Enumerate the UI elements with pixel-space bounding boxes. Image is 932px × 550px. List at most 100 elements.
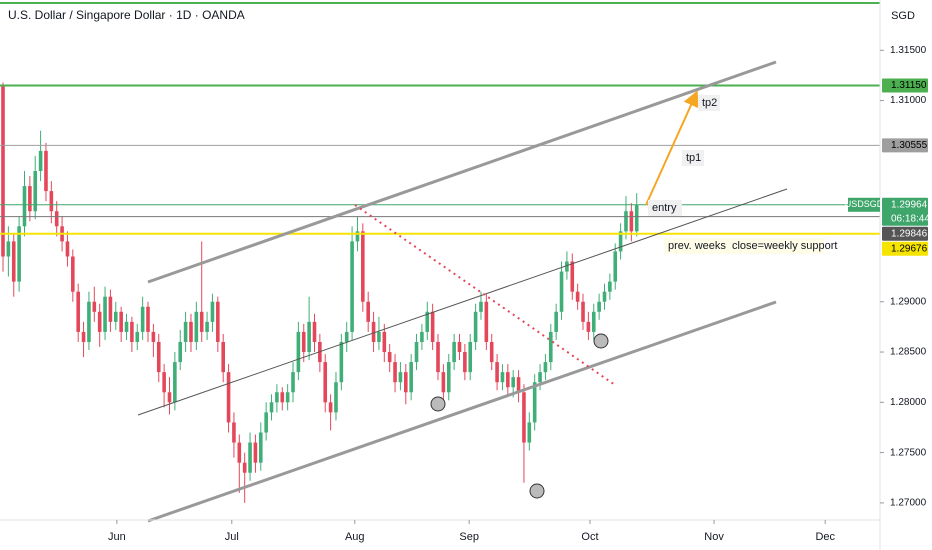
price-badge bbox=[882, 241, 928, 256]
plot-area bbox=[0, 82, 880, 503]
x-tick-label: Sep bbox=[459, 531, 479, 543]
candle-body bbox=[361, 231, 365, 302]
candle-body bbox=[178, 341, 183, 363]
annotation: tp1 bbox=[686, 152, 701, 164]
chart-title: U.S. Dollar / Singapore Dollar · 1D · OA… bbox=[8, 8, 245, 22]
x-tick-label: Oct bbox=[581, 531, 598, 543]
price-badges: 1.31150 1.30555 USDSGD 1.29964 06:18:44 1.298… bbox=[845, 78, 930, 256]
candle-body bbox=[307, 321, 311, 353]
candle-body bbox=[253, 442, 258, 463]
candle-body bbox=[489, 341, 494, 363]
price-badge bbox=[882, 226, 928, 241]
candle-body bbox=[403, 372, 408, 393]
candle-body bbox=[167, 392, 172, 403]
candle-body bbox=[87, 301, 91, 342]
y-tick-label: 1.27500 bbox=[890, 447, 927, 458]
candle-body bbox=[543, 362, 548, 373]
candle-body bbox=[522, 392, 526, 443]
drawings bbox=[0, 2, 880, 523]
candle-body bbox=[275, 392, 279, 403]
target-arrow bbox=[645, 90, 699, 206]
candle-body bbox=[210, 301, 215, 322]
candle-body bbox=[54, 211, 59, 227]
candle-body bbox=[97, 311, 102, 332]
candle-body bbox=[430, 311, 435, 342]
candle-body bbox=[608, 281, 612, 292]
candle-body bbox=[151, 331, 156, 342]
candle-body bbox=[1, 85, 5, 257]
candle-body bbox=[264, 412, 268, 433]
candle-body bbox=[65, 241, 70, 257]
annotation-bg bbox=[698, 95, 720, 111]
candle-body bbox=[226, 372, 231, 423]
candle-body bbox=[500, 372, 505, 383]
candle-body bbox=[17, 226, 21, 282]
candle-body bbox=[103, 296, 107, 332]
x-tick-label: Nov bbox=[704, 531, 724, 543]
candle-body bbox=[366, 301, 370, 322]
candle-body bbox=[511, 377, 515, 388]
annotation-bg bbox=[664, 238, 824, 254]
channel-bottom bbox=[147, 300, 777, 523]
candle-body bbox=[291, 372, 295, 393]
candle-body bbox=[565, 261, 569, 272]
candle-body bbox=[602, 291, 607, 302]
candle-body bbox=[301, 331, 306, 353]
annotation-bg bbox=[682, 150, 704, 166]
marker-circle bbox=[430, 396, 446, 412]
candle-body bbox=[441, 372, 446, 393]
candle-body bbox=[575, 291, 580, 302]
candle-body bbox=[280, 392, 285, 403]
candle-body bbox=[33, 170, 38, 212]
price-badge bbox=[882, 197, 928, 226]
annotation: prev. weeks close=weekly support bbox=[668, 240, 837, 252]
candle-body bbox=[468, 341, 473, 373]
candle-body bbox=[527, 422, 532, 443]
candle-body bbox=[344, 331, 349, 342]
candle-body bbox=[350, 241, 354, 332]
candle-body bbox=[11, 241, 16, 282]
candle-body bbox=[199, 311, 204, 332]
candle-body bbox=[538, 372, 542, 383]
candle-body bbox=[49, 191, 54, 212]
annotation: tp2 bbox=[702, 97, 717, 109]
candle-body bbox=[38, 150, 43, 171]
candle-body bbox=[92, 301, 97, 312]
candle-body bbox=[189, 321, 193, 342]
candle-body bbox=[44, 150, 48, 192]
candle-body bbox=[285, 392, 290, 403]
channel-top bbox=[147, 60, 777, 284]
candle-body bbox=[28, 186, 32, 212]
candle-body bbox=[156, 341, 161, 373]
candle-body bbox=[425, 311, 430, 332]
candle-body bbox=[312, 321, 317, 342]
annotations: tp2 tp1 entry prev. weeks close=weekly s… bbox=[648, 95, 837, 254]
candle-body bbox=[205, 321, 209, 332]
y-tick-label: 1.29000 bbox=[890, 296, 927, 307]
candle-body bbox=[591, 311, 596, 332]
price-badge bbox=[882, 138, 928, 153]
candle-body bbox=[323, 362, 328, 403]
candle-body bbox=[76, 291, 80, 332]
candle-body bbox=[479, 301, 483, 312]
candle-body bbox=[242, 462, 247, 473]
candle-body bbox=[387, 352, 392, 363]
marker-circle bbox=[593, 333, 609, 349]
candle-body bbox=[162, 372, 166, 393]
candle-body bbox=[232, 422, 236, 443]
candle-body bbox=[586, 321, 591, 332]
candle-body bbox=[457, 341, 462, 353]
price-badge-label: 1.29846 bbox=[891, 228, 928, 239]
price-badge-label: 1.30555 bbox=[891, 140, 928, 151]
candle-body bbox=[355, 231, 360, 242]
candle-body bbox=[436, 341, 440, 373]
candle-body bbox=[113, 311, 118, 322]
candle-body bbox=[119, 311, 123, 332]
candle-body bbox=[516, 377, 521, 393]
candle-body bbox=[173, 362, 177, 403]
candle-body bbox=[393, 362, 397, 383]
countdown: 06:18:44 bbox=[891, 213, 930, 224]
candle-body bbox=[414, 341, 419, 363]
candle-body bbox=[398, 372, 403, 383]
